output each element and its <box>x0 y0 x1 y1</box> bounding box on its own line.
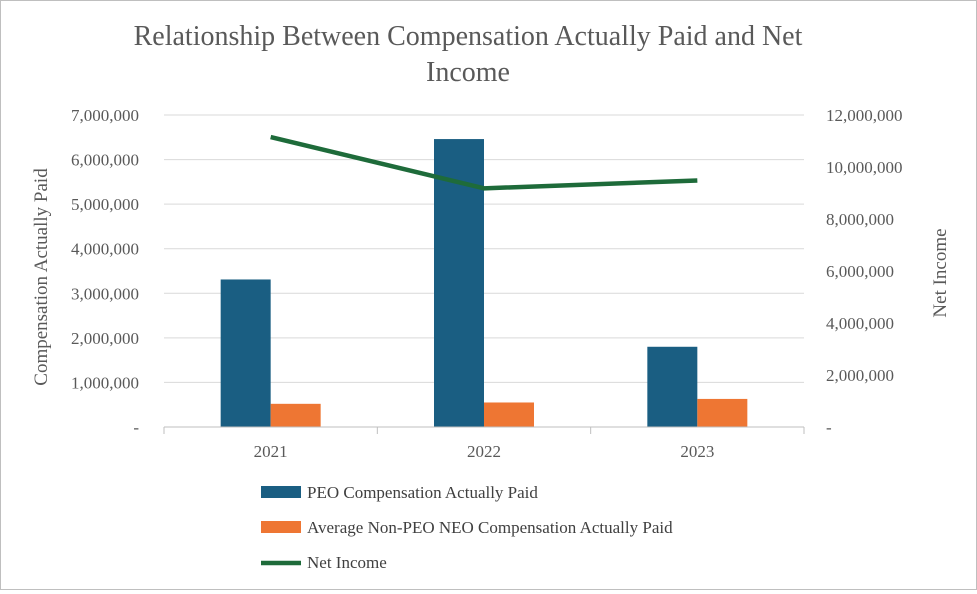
bar-non-peo-2022 <box>484 402 534 427</box>
left-axis-ticks: - 1,000,000 2,000,000 3,000,000 4,000,000 5,0… <box>71 106 139 437</box>
bar-non-peo-2023 <box>697 398 748 427</box>
legend-label-peo: PEO Compensation Actually Paid <box>307 483 538 502</box>
x-tick-label-2023: 2023 <box>680 442 714 461</box>
x-tick-label-2022: 2022 <box>467 442 501 461</box>
x-axis-ticks: 2021 2022 2023 <box>163 426 805 461</box>
left-tick-label: - <box>133 418 139 437</box>
left-tick-label: 4,000,000 <box>71 240 139 259</box>
right-tick-label: 6,000,000 <box>826 262 894 281</box>
left-tick-label: 3,000,000 <box>71 284 139 303</box>
right-tick-label: 2,000,000 <box>826 366 894 385</box>
bar-peo-2021 <box>220 279 271 427</box>
left-tick-label: 2,000,000 <box>71 329 139 348</box>
legend-label-net-income: Net Income <box>307 553 387 572</box>
left-axis-title: Compensation Actually Paid <box>31 168 52 386</box>
left-tick-label: 5,000,000 <box>71 195 139 214</box>
legend-label-non-peo: Average Non-PEO NEO Compensation Actuall… <box>307 518 673 537</box>
chart-title-line-1: Relationship Between Compensation Actual… <box>134 21 803 52</box>
bars <box>220 139 748 427</box>
legend-swatch-non-peo <box>261 521 301 533</box>
chart-title-line-2: Income <box>426 57 510 88</box>
legend-swatch-peo <box>261 486 301 498</box>
left-tick-label: 7,000,000 <box>71 106 139 125</box>
right-axis-title: Net Income <box>930 228 951 317</box>
right-tick-label: - <box>826 418 832 437</box>
right-tick-label: 12,000,000 <box>826 106 903 125</box>
right-tick-label: 10,000,000 <box>826 158 903 177</box>
left-tick-label: 1,000,000 <box>71 373 139 392</box>
legend: PEO Compensation Actually Paid Average N… <box>261 483 673 572</box>
left-tick-label: 6,000,000 <box>71 151 139 170</box>
bar-peo-2023 <box>647 346 698 427</box>
net-income-line <box>270 134 698 191</box>
x-tick-label-2021: 2021 <box>254 442 288 461</box>
bar-non-peo-2021 <box>270 403 321 427</box>
right-tick-label: 8,000,000 <box>826 210 894 229</box>
net-income-line-group <box>270 134 698 191</box>
right-tick-label: 4,000,000 <box>826 314 894 333</box>
right-axis-ticks: - 2,000,000 4,000,000 6,000,000 8,000,000 10,… <box>826 106 903 437</box>
